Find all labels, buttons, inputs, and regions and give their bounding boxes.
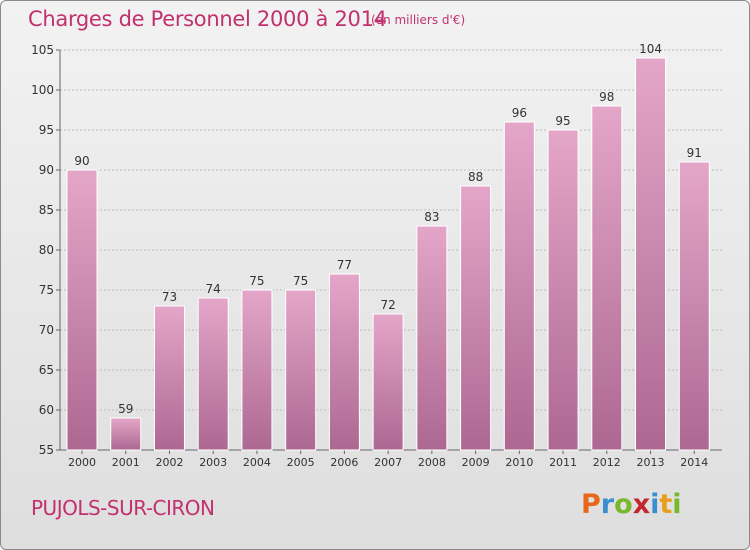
bar-value-label: 104	[639, 42, 662, 56]
logo-letter: x	[632, 489, 651, 520]
bar-value-label: 75	[293, 274, 308, 288]
x-tick-label: 2008	[418, 456, 446, 469]
bar	[416, 225, 448, 451]
bar-value-label: 95	[555, 114, 570, 128]
bar	[372, 313, 404, 451]
x-tick-label: 2007	[374, 456, 402, 469]
logo-letter: t	[659, 489, 673, 520]
bar	[285, 289, 317, 451]
y-tick-label: 60	[39, 403, 54, 417]
logo-letter: i	[672, 489, 682, 520]
bar	[153, 305, 185, 451]
x-tick-label: 2012	[593, 456, 621, 469]
bar-value-label: 75	[249, 274, 264, 288]
x-tick-label: 2011	[549, 456, 577, 469]
y-tick-label: 85	[39, 203, 54, 217]
y-tick-label: 65	[39, 363, 54, 377]
x-tick-label: 2013	[637, 456, 665, 469]
bar-value-label: 91	[687, 146, 702, 160]
bar-value-label: 90	[74, 154, 89, 168]
bar-value-label: 98	[599, 90, 614, 104]
bar	[66, 169, 98, 451]
bar	[197, 297, 229, 451]
x-tick-label: 2000	[68, 456, 96, 469]
chart-title: Charges de Personnel 2000 à 2014	[28, 7, 387, 31]
y-tick-label: 105	[31, 43, 54, 57]
y-tick-label: 75	[39, 283, 54, 297]
x-tick-label: 2009	[462, 456, 490, 469]
bar-value-label: 96	[512, 106, 527, 120]
x-tick-label: 2003	[199, 456, 227, 469]
bar-value-label: 72	[380, 298, 395, 312]
bar-value-label: 73	[162, 290, 177, 304]
x-tick-label: 2001	[112, 456, 140, 469]
logo-letter: r	[600, 489, 615, 520]
y-tick-label: 95	[39, 123, 54, 137]
bar-value-label: 77	[337, 258, 352, 272]
logo-letter: o	[614, 489, 633, 520]
y-tick-label: 80	[39, 243, 54, 257]
bar	[241, 289, 273, 451]
chart-subtitle: (en milliers d'€)	[371, 13, 466, 27]
bar	[328, 273, 360, 451]
y-tick-label: 100	[31, 83, 54, 97]
bar	[635, 57, 667, 451]
bar-value-label: 83	[424, 210, 439, 224]
bar-value-label: 88	[468, 170, 483, 184]
x-tick-label: 2006	[330, 456, 358, 469]
x-tick-label: 2010	[505, 456, 533, 469]
bar	[547, 129, 579, 451]
bar-value-label: 59	[118, 402, 133, 416]
labels: 55 60 65 70 75 80 85 90 95 100 105 90 2000 59 2001 73 20…	[31, 42, 708, 469]
commune-name: PUJOLS-SUR-CIRON	[31, 496, 215, 520]
x-tick-label: 2004	[243, 456, 271, 469]
bar	[110, 417, 142, 451]
bar	[591, 105, 623, 451]
logo-letter: P	[581, 489, 601, 520]
bars	[66, 57, 710, 451]
bar	[678, 161, 710, 451]
proxiti-logo: Proxiti	[581, 489, 682, 520]
x-tick-label: 2002	[155, 456, 183, 469]
y-tick-label: 90	[39, 163, 54, 177]
bar	[460, 185, 492, 451]
bar-value-label: 74	[206, 282, 221, 296]
logo-letter: i	[650, 489, 660, 520]
x-tick-label: 2014	[680, 456, 708, 469]
y-tick-label: 55	[39, 443, 54, 457]
y-tick-label: 70	[39, 323, 54, 337]
bar	[503, 121, 535, 451]
x-tick-label: 2005	[287, 456, 315, 469]
